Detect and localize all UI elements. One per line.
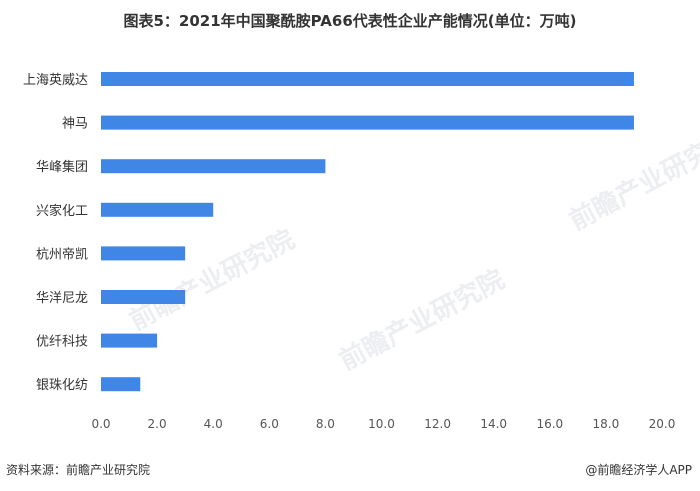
x-tick-6: 12.0	[424, 417, 451, 431]
x-tick-1: 2.0	[148, 417, 167, 431]
x-tick-labels: 0.0 2.0 4.0 6.0 8.0 10.0 12.0 14.0 16.0 18.0 20.0	[91, 417, 675, 431]
category-label-5: 华洋尼龙	[36, 291, 88, 306]
bar-6	[101, 333, 158, 348]
bar-5	[101, 290, 186, 304]
bar-2	[101, 159, 326, 174]
bar-1	[101, 115, 634, 130]
chart-title: 图表5：2021年中国聚酰胺PA66代表性企业产能情况(单位：万吨)	[123, 12, 577, 30]
x-tick-10: 20.0	[649, 417, 676, 431]
category-label-2: 华峰集团	[36, 159, 88, 175]
x-tick-0: 0.0	[91, 417, 110, 431]
brand-text: @前瞻经济学人APP	[585, 463, 692, 477]
x-tick-3: 6.0	[260, 417, 279, 431]
bars-layer	[101, 72, 634, 392]
x-tick-7: 14.0	[480, 417, 507, 431]
category-label-7: 银珠化纺	[36, 378, 88, 393]
bar-0	[101, 72, 634, 86]
category-label-1: 神马	[62, 117, 88, 132]
bar-3	[101, 202, 214, 217]
x-tick-9: 18.0	[593, 417, 620, 431]
category-label-0: 上海英威达	[23, 73, 88, 88]
category-label-3: 兴家化工	[36, 203, 88, 219]
category-label-4: 杭州帝凯	[36, 246, 88, 262]
bar-7	[101, 377, 141, 392]
category-label-6: 优纤科技	[36, 335, 88, 350]
x-tick-4: 8.0	[316, 417, 335, 431]
source-text: 资料来源：前瞻产业研究院	[6, 463, 151, 477]
x-tick-2: 4.0	[204, 417, 223, 431]
x-tick-8: 16.0	[536, 417, 563, 431]
x-tick-5: 10.0	[368, 417, 395, 431]
bar-4	[101, 246, 186, 261]
